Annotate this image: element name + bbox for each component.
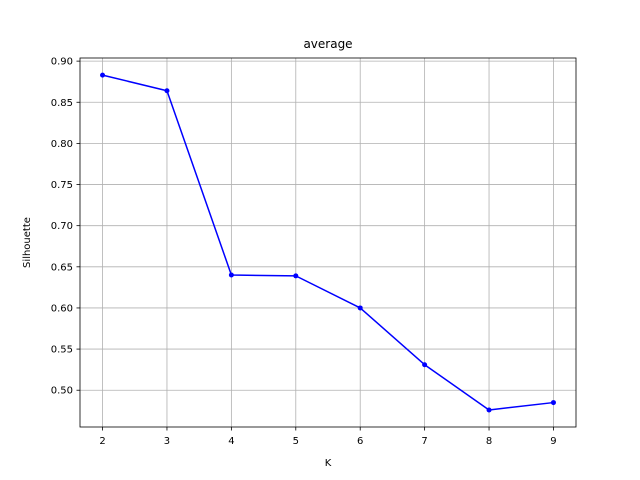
y-tick-label: 0.70 bbox=[51, 221, 73, 232]
data-point bbox=[357, 305, 363, 311]
y-tick-label: 0.65 bbox=[51, 262, 73, 273]
data-point bbox=[422, 362, 428, 368]
x-tick-label: 2 bbox=[99, 436, 105, 447]
data-point bbox=[100, 72, 106, 78]
data-point bbox=[228, 272, 234, 278]
data-point bbox=[293, 273, 299, 279]
axis-ticks: 2 3 4 5 6 7 8 9 0.50 0.55 0.60 0.65 0.70 0.75 0.80 0.85… bbox=[51, 57, 557, 447]
y-axis-title: Silhouette bbox=[22, 217, 33, 268]
x-axis-title: K bbox=[325, 458, 332, 469]
x-tick-label: 5 bbox=[293, 436, 299, 447]
data-point bbox=[550, 400, 556, 406]
x-tick-label: 3 bbox=[164, 436, 170, 447]
x-tick-label: 6 bbox=[357, 436, 363, 447]
data-point bbox=[486, 407, 492, 413]
y-tick-label: 0.90 bbox=[51, 57, 73, 68]
data-series bbox=[100, 72, 556, 413]
data-point bbox=[164, 88, 170, 94]
grid bbox=[80, 58, 576, 427]
plot-frame bbox=[79, 57, 577, 428]
y-tick-label: 0.60 bbox=[51, 303, 73, 314]
x-tick-label: 9 bbox=[550, 436, 556, 447]
y-tick-label: 0.75 bbox=[51, 180, 73, 191]
x-tick-label: 8 bbox=[486, 436, 492, 447]
y-tick-label: 0.85 bbox=[51, 98, 73, 109]
x-tick-label: 7 bbox=[421, 436, 427, 447]
y-tick-label: 0.80 bbox=[51, 139, 73, 150]
y-tick-label: 0.55 bbox=[51, 345, 73, 356]
y-tick-label: 0.50 bbox=[51, 386, 73, 397]
x-tick-label: 4 bbox=[228, 436, 234, 447]
chart-title: average bbox=[303, 37, 352, 51]
series-line bbox=[102, 74, 554, 411]
